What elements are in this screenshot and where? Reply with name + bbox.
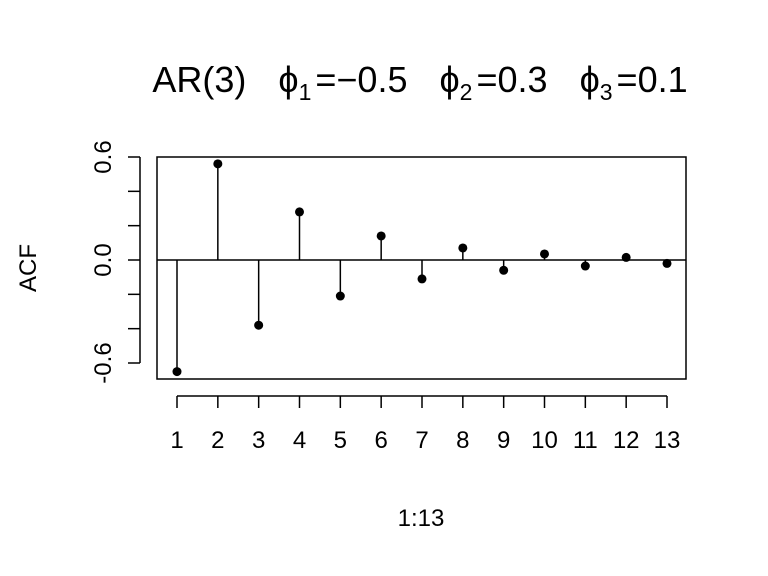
title-val-1: −0.5 — [336, 59, 407, 100]
x-tick-label: 4 — [293, 427, 306, 454]
x-tick-label: 6 — [374, 427, 387, 454]
title-val-3: 0.1 — [638, 59, 688, 100]
x-tick-label: 11 — [573, 427, 598, 454]
title-phi-3: ϕ — [580, 59, 600, 100]
x-tick-label: 9 — [497, 427, 510, 454]
y-tick-label: -0.6 — [90, 342, 117, 383]
title-phi-1: ϕ — [278, 59, 298, 100]
title-model: AR(3) — [152, 59, 246, 100]
x-tick-label: 8 — [456, 427, 469, 454]
acf-point — [335, 291, 345, 301]
acf-point — [376, 231, 386, 241]
y-axis: -0.6 0.0 0.6 — [90, 140, 141, 384]
acf-point — [580, 261, 590, 271]
title-sub-1: 1 — [299, 79, 312, 105]
title-sub-2: 2 — [460, 79, 473, 105]
plot-frame — [156, 156, 687, 380]
x-tick-label: 13 — [654, 427, 681, 454]
y-axis-label: ACF — [15, 244, 42, 292]
x-tick-label: 10 — [531, 427, 558, 454]
y-tick-label: 0.6 — [90, 140, 117, 173]
x-axis-label: 1:13 — [398, 505, 445, 532]
x-tick-label: 12 — [613, 427, 640, 454]
x-axis: 1 2 3 4 5 6 7 8 9 10 11 12 13 — [170, 395, 681, 454]
x-tick-label: 2 — [211, 427, 224, 454]
x-tick-label: 5 — [334, 427, 347, 454]
acf-point — [172, 367, 182, 377]
acf-point — [499, 265, 509, 275]
chart-title: AR(3) ϕ1 =−0.5 ϕ2 =0.3 ϕ3 =0.1 — [152, 59, 687, 105]
acf-point — [417, 274, 427, 284]
y-tick-label: 0.0 — [90, 243, 117, 276]
x-tick-label: 7 — [415, 427, 428, 454]
acf-point — [621, 252, 631, 262]
acf-point — [295, 207, 304, 217]
acf-point — [254, 320, 264, 330]
acf-point — [458, 243, 468, 253]
title-val-2: 0.3 — [498, 59, 548, 100]
acf-marks — [157, 159, 686, 377]
acf-point — [213, 159, 223, 169]
acf-point — [662, 258, 672, 268]
x-tick-label: 3 — [252, 427, 265, 454]
title-phi-2: ϕ — [440, 59, 460, 100]
acf-point — [540, 249, 549, 259]
x-tick-label: 1 — [170, 427, 183, 454]
title-sub-3: 3 — [600, 79, 613, 105]
